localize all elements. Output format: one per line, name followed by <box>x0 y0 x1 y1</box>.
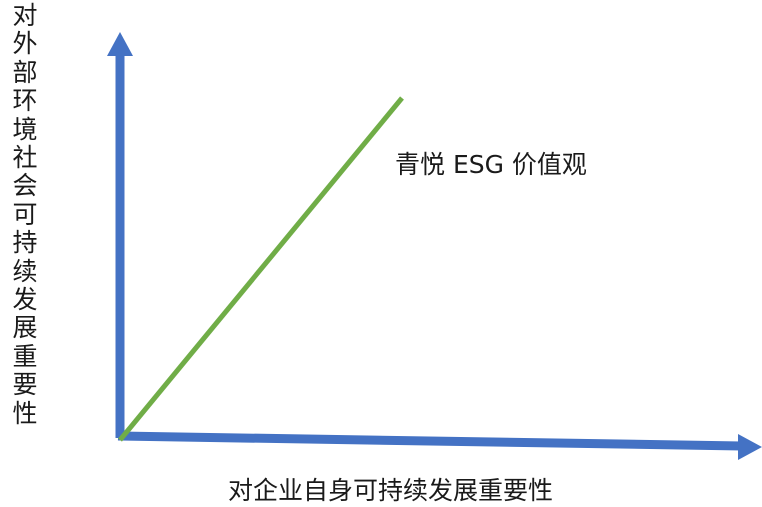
x-axis-line <box>117 431 743 451</box>
y-axis-label: 对外部环境社会可持续发展重要性 <box>12 1 38 428</box>
x-axis-label: 对企业自身可持续发展重要性 <box>228 476 554 505</box>
y-axis-arrowhead <box>107 32 133 56</box>
line-label: 青悦 ESG 价值观 <box>395 150 587 179</box>
x-axis-arrowhead <box>738 434 762 460</box>
value-line <box>118 96 404 442</box>
